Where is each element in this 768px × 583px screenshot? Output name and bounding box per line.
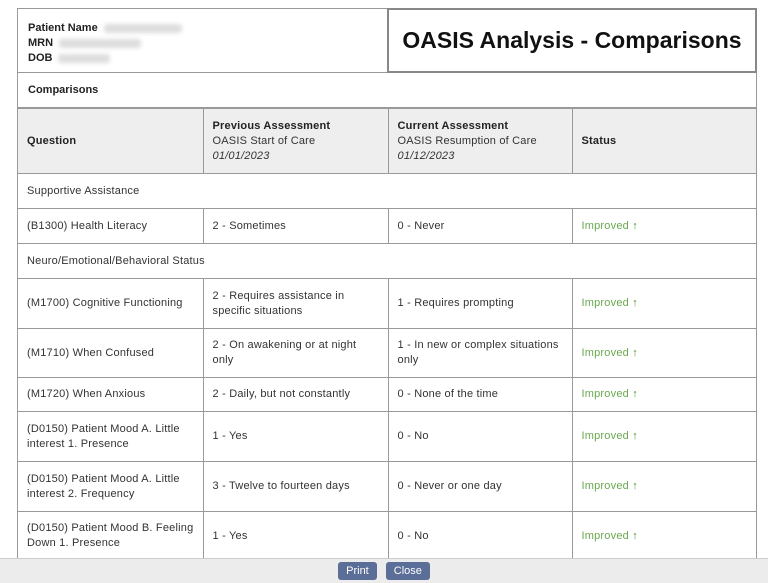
header-status: Status — [571, 108, 756, 174]
status-text: Improved — [581, 529, 629, 542]
table-row: (M1720) When Anxious 2 - Daily, but not … — [18, 377, 756, 412]
patient-name-redacted — [103, 24, 182, 33]
status-text: Improved — [581, 297, 629, 309]
status-text: Improved — [581, 346, 629, 359]
status-cell: Improved ↑ — [571, 208, 756, 244]
table-row: (D0150) Patient Mood B. Feeling Down 1. … — [18, 511, 756, 561]
status-text: Improved — [581, 388, 629, 400]
question-cell: (D0150) Patient Mood B. Feeling Down 1. … — [18, 511, 204, 561]
section-row: Supportive Assistance — [18, 173, 756, 209]
status-cell: Improved ↑ — [571, 511, 756, 561]
report-sheet: Patient Name MRN DOB OASIS Analysis - Co… — [17, 8, 757, 561]
previous-cell: 1 - Yes — [202, 511, 389, 561]
status-text: Improved — [581, 430, 629, 442]
current-cell: 1 - In new or complex situations only — [387, 328, 573, 378]
arrow-up-icon: ↑ — [632, 346, 638, 359]
header-current: Current Assessment OASIS Resumption of Ca… — [387, 108, 573, 174]
arrow-up-icon: ↑ — [632, 388, 638, 400]
mrn-redacted — [59, 39, 142, 48]
table-row: (B1300) Health Literacy 2 - Sometimes 0 … — [18, 208, 756, 244]
table-row: (M1700) Cognitive Functioning 2 - Requir… — [18, 278, 756, 329]
status-cell: Improved ↑ — [571, 377, 756, 412]
arrow-up-icon: ↑ — [632, 297, 638, 309]
section-label: Supportive Assistance — [18, 173, 756, 209]
dob-redacted — [58, 54, 111, 63]
current-cell: 0 - No — [387, 411, 573, 462]
report-header: Patient Name MRN DOB OASIS Analysis - Co… — [18, 8, 757, 73]
question-cell: (B1300) Health Literacy — [18, 208, 204, 244]
table-row: (D0150) Patient Mood A. Little interest … — [18, 411, 756, 462]
section-row: Neuro/Emotional/Behavioral Status — [18, 243, 756, 279]
arrow-up-icon: ↑ — [632, 430, 638, 442]
header-question: Question — [18, 108, 204, 174]
previous-cell: 2 - Sometimes — [202, 208, 389, 244]
dob-label: DOB — [28, 52, 53, 64]
footer-bar: Print Close — [0, 558, 768, 583]
status-text: Improved — [581, 480, 629, 492]
arrow-up-icon: ↑ — [632, 529, 638, 542]
arrow-up-icon: ↑ — [632, 480, 638, 492]
current-cell: 0 - Never — [387, 208, 573, 244]
comparison-table: Question Previous Assessment OASIS Start … — [18, 108, 756, 561]
current-cell: 0 - Never or one day — [387, 461, 573, 512]
previous-cell: 2 - Daily, but not constantly — [202, 377, 389, 412]
question-cell: (M1720) When Anxious — [18, 377, 204, 412]
patient-name-label: Patient Name — [28, 22, 98, 34]
arrow-up-icon: ↑ — [632, 219, 638, 232]
status-cell: Improved ↑ — [571, 278, 756, 329]
table-header: Question Previous Assessment OASIS Start … — [18, 108, 756, 174]
mrn-label: MRN — [28, 37, 54, 49]
header-previous: Previous Assessment OASIS Start of Care 0… — [202, 108, 389, 174]
patient-info: Patient Name MRN DOB — [18, 9, 387, 72]
previous-cell: 2 - Requires assistance in specific situ… — [202, 278, 389, 329]
status-cell: Improved ↑ — [571, 328, 756, 378]
question-cell: (M1710) When Confused — [18, 328, 204, 378]
previous-cell: 1 - Yes — [202, 411, 389, 462]
status-text: Improved — [581, 219, 629, 232]
table-row: (M1710) When Confused 2 - On awakening o… — [18, 328, 756, 378]
section-title: Comparisons — [18, 73, 756, 108]
current-cell: 0 - None of the time — [387, 377, 573, 412]
page-title: OASIS Analysis - Comparisons — [387, 8, 757, 73]
previous-cell: 3 - Twelve to fourteen days — [202, 461, 389, 512]
status-cell: Improved ↑ — [571, 461, 756, 512]
question-cell: (M1700) Cognitive Functioning — [18, 278, 204, 329]
current-cell: 1 - Requires prompting — [387, 278, 573, 329]
status-cell: Improved ↑ — [571, 411, 756, 462]
current-cell: 0 - No — [387, 511, 573, 561]
previous-cell: 2 - On awakening or at night only — [202, 328, 389, 378]
table-row: (D0150) Patient Mood A. Little interest … — [18, 461, 756, 512]
question-cell: (D0150) Patient Mood A. Little interest … — [18, 461, 204, 512]
print-button[interactable]: Print — [338, 562, 377, 580]
section-label: Neuro/Emotional/Behavioral Status — [18, 243, 756, 279]
close-button[interactable]: Close — [385, 562, 430, 580]
question-cell: (D0150) Patient Mood A. Little interest … — [18, 411, 204, 462]
